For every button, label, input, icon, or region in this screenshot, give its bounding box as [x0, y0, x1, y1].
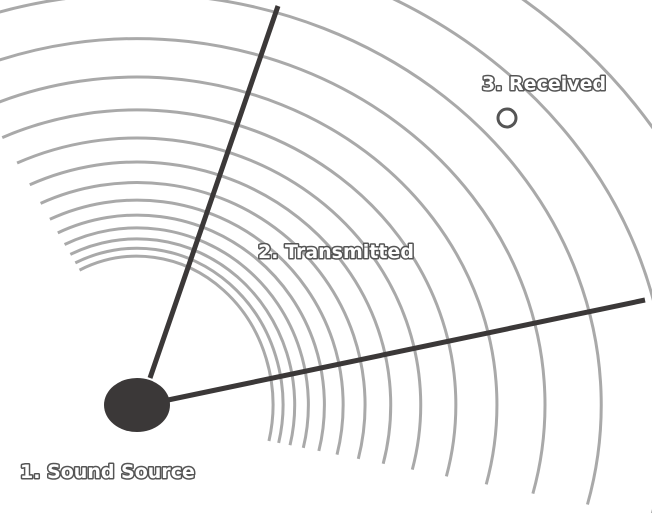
received-label: 3. Received	[482, 73, 606, 95]
wave-arc	[74, 246, 285, 444]
wave-arc	[78, 254, 275, 442]
source-label: 1. Sound Source	[20, 461, 195, 483]
wave-arc	[0, 75, 499, 485]
sound-source	[104, 378, 170, 432]
wave-arc	[0, 37, 547, 495]
transmitted-label: 2. Transmitted	[258, 241, 414, 263]
wave-arc	[29, 160, 393, 465]
wave-arc	[1, 108, 458, 477]
cone-edge	[167, 297, 646, 403]
wave-arc	[57, 213, 326, 452]
wave-arc	[49, 198, 345, 455]
wave-arc	[0, 0, 603, 505]
receiver	[496, 107, 518, 129]
wave-arc	[16, 136, 423, 470]
wave-arc	[39, 181, 367, 460]
wave-arc	[69, 237, 297, 446]
wave-arc	[63, 226, 310, 449]
cone-edge	[147, 5, 281, 379]
